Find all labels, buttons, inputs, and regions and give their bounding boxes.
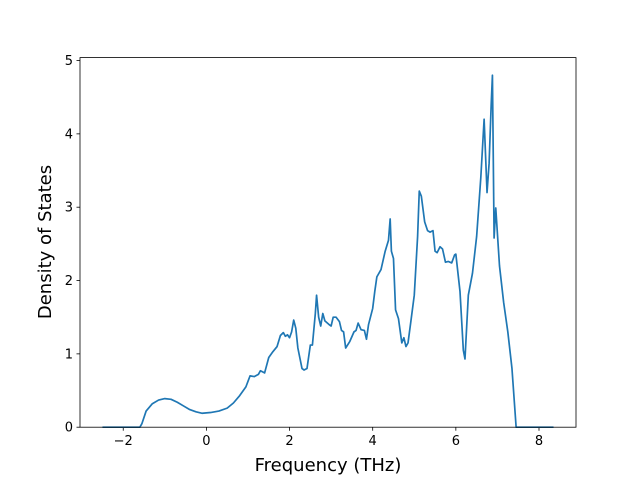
x-tick-label: 8 bbox=[535, 434, 543, 449]
y-axis-label: Density of States bbox=[35, 165, 56, 319]
x-tick-label: −2 bbox=[114, 434, 133, 449]
data-line bbox=[102, 74, 554, 429]
x-axis-label: Frequency (THz) bbox=[255, 455, 402, 476]
y-tick-label: 1 bbox=[65, 347, 73, 362]
x-tick-label: 4 bbox=[369, 434, 377, 449]
y-tick-label: 5 bbox=[65, 54, 73, 69]
x-tick-label: 0 bbox=[202, 434, 210, 449]
x-tick-label: 2 bbox=[285, 434, 293, 449]
plot-frame bbox=[79, 57, 577, 428]
y-tick-label: 3 bbox=[65, 201, 73, 216]
y-tick-label: 2 bbox=[65, 274, 73, 289]
y-tick-label: 0 bbox=[65, 421, 73, 436]
x-tick-label: 6 bbox=[452, 434, 460, 449]
y-tick-label: 4 bbox=[65, 127, 73, 142]
